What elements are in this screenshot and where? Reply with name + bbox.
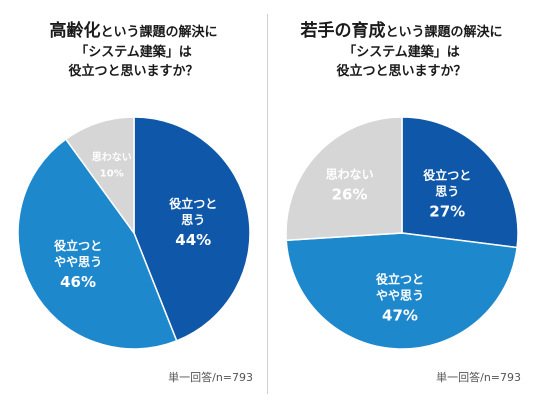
title-line-3: 役立つと思いますか？ — [68, 64, 199, 79]
pie-slice — [64, 116, 135, 236]
slice-label: 役立つと — [169, 196, 217, 211]
slice-value-label: 26% — [332, 185, 368, 203]
slice-value-label: 10% — [100, 169, 124, 180]
panel-divider — [267, 14, 268, 394]
title-highlight: 高齢化 — [49, 21, 101, 41]
slice-label: 役立つと — [376, 271, 424, 286]
slice-label: やや思う — [54, 255, 102, 269]
slice-value-label: 47% — [382, 306, 418, 324]
sample-note: 単一回答/n=793 — [168, 371, 253, 384]
title-rest: という課題の解決に — [100, 25, 218, 40]
pie-slice — [133, 116, 251, 342]
pie-slice — [285, 232, 518, 350]
sample-note: 単一回答/n=793 — [436, 371, 521, 384]
slice-value-label: 46% — [60, 273, 96, 291]
chart-panel-youth-training: 若手の育成という課題の解決に 「システム建築」は 役立つと思いますか？ 役立つと… — [268, 0, 535, 403]
title-highlight: 若手の育成 — [300, 21, 386, 41]
slice-value-label: 44% — [175, 231, 211, 249]
title-line-2: 「システム建築」は — [343, 45, 460, 60]
title-rest: という課題の解決に — [385, 25, 503, 40]
chart-title-youth-training: 若手の育成という課題の解決に 「システム建築」は 役立つと思いますか？ — [268, 16, 535, 79]
slice-label: 思わない — [326, 167, 374, 181]
chart-panel-aging: 高齢化という課題の解決に 「システム建築」は 役立つと思いますか？ 役立つと 思う… — [0, 0, 267, 403]
chart-title-aging: 高齢化という課題の解決に 「システム建築」は 役立つと思いますか？ — [0, 16, 267, 79]
slice-label: やや思う — [376, 288, 424, 302]
title-line-2: 「システム建築」は — [75, 45, 192, 60]
title-line-3: 役立つと思いますか？ — [336, 64, 467, 79]
pie-slice — [401, 116, 519, 249]
pie-slice — [17, 138, 178, 350]
slice-label: 役立つと — [54, 238, 102, 253]
pie-slice — [285, 116, 403, 242]
slice-label: 役立つと — [423, 168, 471, 183]
slice-value-label: 27% — [429, 203, 465, 221]
slice-label: 思わない — [92, 152, 132, 164]
slice-label: 思う — [181, 213, 205, 227]
slice-label: 思う — [435, 185, 459, 199]
